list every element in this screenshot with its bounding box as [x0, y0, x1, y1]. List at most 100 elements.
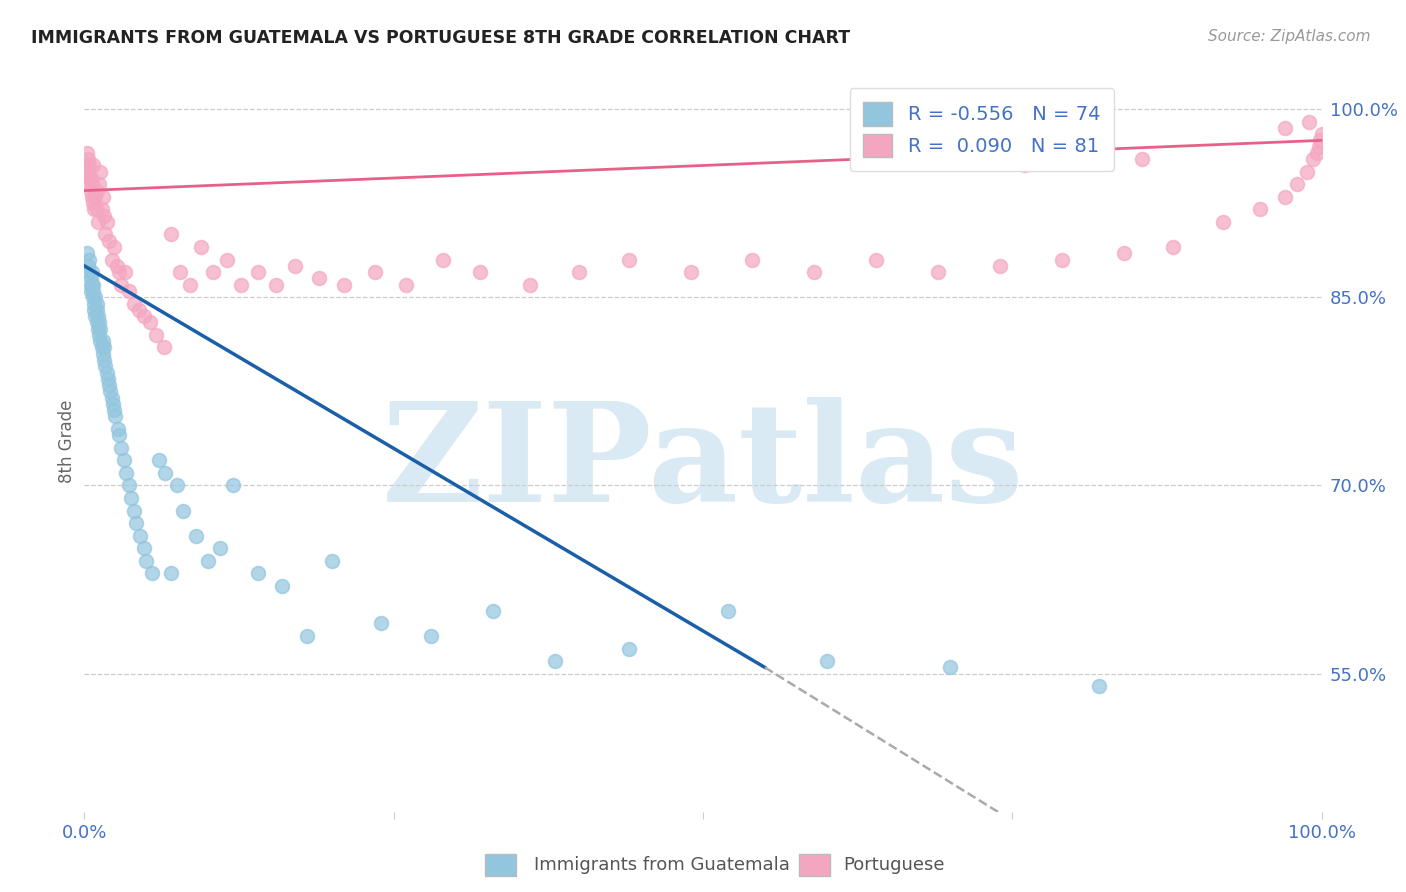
- Point: [110, 441, 132, 455]
- Point: [100, 391, 122, 405]
- Point: [98, 234, 121, 248]
- Text: Immigrants from Guatemala: Immigrants from Guatemala: [534, 856, 790, 874]
- Point: [87, 321, 110, 335]
- Point: [79, 252, 101, 267]
- Point: [1305, 145, 1327, 160]
- Point: [568, 265, 591, 279]
- Point: [100, 252, 122, 267]
- Point: [89, 334, 111, 348]
- Point: [215, 252, 238, 267]
- Point: [103, 403, 125, 417]
- Point: [104, 409, 127, 424]
- Point: [125, 516, 148, 530]
- Point: [80, 190, 103, 204]
- Legend: R = -0.556   N = 74, R =  0.090   N = 81: R = -0.556 N = 74, R = 0.090 N = 81: [849, 88, 1114, 171]
- Point: [112, 453, 135, 467]
- Point: [91, 190, 114, 204]
- Point: [166, 478, 188, 492]
- Point: [80, 178, 103, 192]
- Point: [246, 265, 269, 279]
- Point: [246, 566, 269, 581]
- Point: [197, 554, 219, 568]
- Point: [82, 277, 104, 292]
- Point: [1308, 139, 1330, 153]
- Point: [91, 334, 114, 348]
- Point: [80, 277, 103, 292]
- Point: [543, 654, 565, 668]
- Point: [108, 265, 131, 279]
- Point: [86, 302, 108, 317]
- Point: [865, 252, 887, 267]
- Point: [118, 478, 141, 492]
- Point: [90, 340, 112, 354]
- Point: [132, 309, 155, 323]
- Point: [202, 265, 225, 279]
- Point: [93, 340, 115, 354]
- Point: [79, 284, 101, 298]
- Point: [86, 184, 108, 198]
- Point: [160, 566, 183, 581]
- Point: [77, 178, 100, 192]
- Point: [395, 277, 418, 292]
- Point: [1309, 133, 1331, 147]
- Point: [1285, 178, 1308, 192]
- Point: [470, 265, 492, 279]
- Point: [84, 309, 107, 323]
- Point: [90, 202, 112, 217]
- Point: [76, 246, 98, 260]
- Point: [91, 347, 114, 361]
- Point: [84, 290, 107, 304]
- Point: [295, 629, 318, 643]
- Point: [83, 296, 105, 310]
- Point: [89, 178, 111, 192]
- Point: [333, 277, 356, 292]
- Point: [79, 265, 101, 279]
- Point: [284, 259, 307, 273]
- Point: [86, 315, 108, 329]
- Point: [79, 171, 101, 186]
- Point: [152, 340, 174, 354]
- Point: [82, 159, 104, 173]
- Point: [1161, 240, 1184, 254]
- Point: [1295, 165, 1317, 179]
- Point: [803, 265, 825, 279]
- Point: [222, 478, 245, 492]
- Point: [184, 529, 207, 543]
- Point: [169, 265, 191, 279]
- Point: [939, 660, 962, 674]
- Text: Portuguese: Portuguese: [844, 856, 945, 874]
- Point: [89, 315, 111, 329]
- Point: [1112, 246, 1135, 260]
- Point: [1274, 190, 1296, 204]
- Point: [419, 629, 441, 643]
- Point: [129, 529, 152, 543]
- Point: [87, 215, 110, 229]
- Point: [79, 277, 101, 292]
- Point: [76, 159, 98, 173]
- Text: ZIPatlas: ZIPatlas: [382, 397, 1024, 531]
- Point: [1298, 114, 1320, 128]
- Point: [115, 466, 138, 480]
- Point: [132, 541, 155, 556]
- Point: [179, 277, 201, 292]
- Y-axis label: 8th Grade: 8th Grade: [58, 400, 76, 483]
- Point: [79, 171, 101, 186]
- Point: [77, 152, 100, 166]
- Point: [1302, 152, 1324, 166]
- Point: [103, 240, 125, 254]
- Point: [93, 209, 115, 223]
- Point: [86, 296, 108, 310]
- Point: [271, 579, 294, 593]
- Point: [87, 309, 110, 323]
- Point: [77, 259, 100, 273]
- Point: [927, 265, 949, 279]
- Point: [1274, 120, 1296, 135]
- Point: [141, 566, 163, 581]
- Point: [1310, 127, 1333, 141]
- Point: [135, 554, 157, 568]
- Point: [122, 503, 145, 517]
- Point: [86, 202, 108, 217]
- Point: [93, 353, 115, 368]
- Point: [94, 359, 117, 374]
- Point: [83, 202, 105, 217]
